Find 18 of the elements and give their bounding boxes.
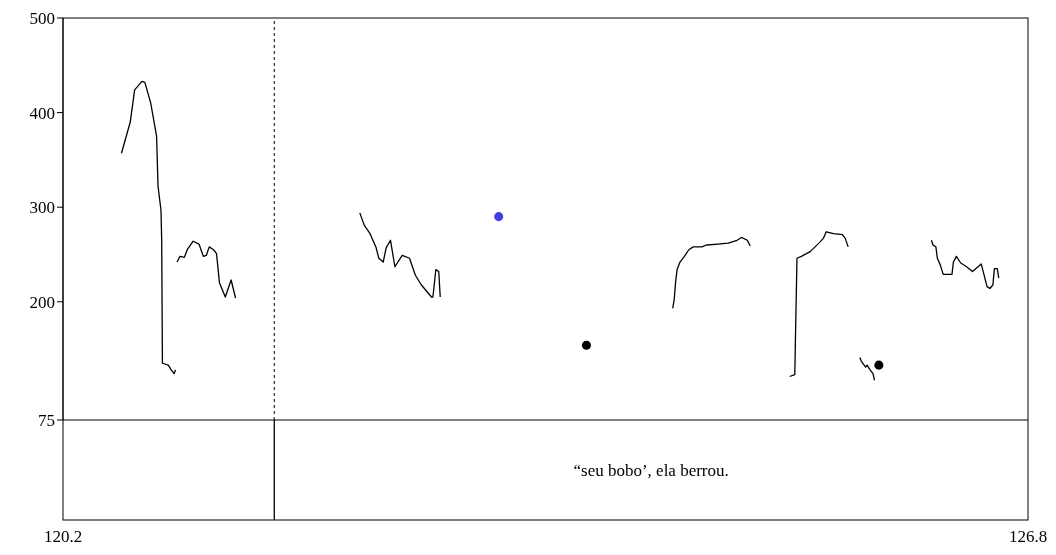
y-tick-label: 75 — [38, 411, 55, 431]
line-series — [359, 212, 441, 298]
x-tick-label: 120.2 — [43, 527, 83, 546]
y-tick-label: 200 — [29, 292, 55, 312]
point — [494, 212, 504, 222]
line-series — [859, 356, 876, 381]
y-tick-label: 400 — [29, 103, 55, 123]
y-tick-label: 300 — [29, 198, 55, 218]
line-series — [789, 231, 849, 378]
text: “seu bobo’, ela berrou. — [573, 461, 729, 480]
line-series — [930, 239, 1000, 290]
line-series — [672, 236, 751, 310]
point — [874, 360, 884, 370]
line-series — [176, 240, 237, 299]
y-tick-label: 500 — [29, 9, 55, 29]
point — [581, 340, 591, 350]
line-series — [120, 80, 177, 375]
x-tick-label: 126.8 — [1008, 527, 1048, 546]
